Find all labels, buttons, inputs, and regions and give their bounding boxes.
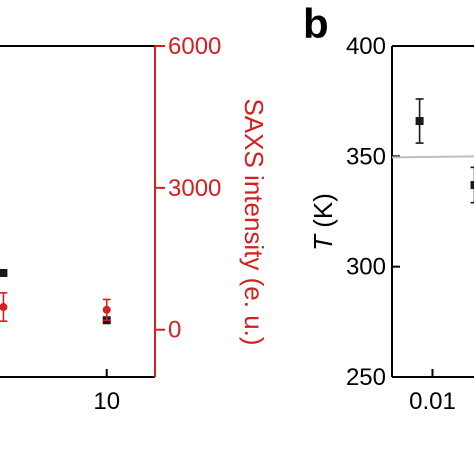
panel-b-fit-line	[391, 155, 474, 159]
panel-a-x-tick-label: 10	[93, 388, 120, 415]
panel-b-x-tick-label: 0.01	[409, 388, 456, 415]
panel-a-points	[0, 268, 111, 325]
panel-a-right-ticks: 0 3000 6000	[155, 33, 221, 344]
panel-a-x-ticks: 10	[93, 369, 120, 415]
panel-b-y-tick-label: 350	[346, 143, 386, 170]
panel-b-series-0-point-1	[470, 166, 474, 204]
panel-a-series-1-point-1-marker	[102, 305, 111, 314]
panel-b-y-tick-label: 250	[346, 364, 386, 391]
panel-a-series-1-point-0	[0, 292, 8, 323]
panel-b-label: b	[303, 0, 329, 47]
panel-a-series-1-point-1	[102, 298, 111, 322]
panel-b-y-axis-label-var: T	[308, 233, 338, 251]
panel-a-series-0-point-0	[0, 268, 8, 277]
panel-b-y-tick-label: 400	[346, 33, 386, 60]
panel-a-series-1-point-0-marker	[0, 303, 8, 312]
panel-b-y-axis-label: T (K)	[308, 193, 338, 251]
panel-b-x-ticks: 0.01	[409, 369, 456, 415]
panel-b-series-0-point-0-marker	[415, 117, 424, 126]
panel-a-right-tick-label: 3000	[168, 175, 221, 202]
panel-a-right-tick-label: 0	[168, 317, 181, 344]
panel-b-y-tick-label: 300	[346, 254, 386, 281]
panel-b-y-ticks: 250 300 350 400	[346, 33, 400, 391]
panel-b-y-axis-label-unit: (K)	[308, 193, 338, 235]
panel-a-right-tick-label: 6000	[168, 33, 221, 60]
panel-b: b 250 300 350 400 0.01 T (K)	[303, 0, 474, 415]
panel-b-series-0-point-0	[415, 98, 424, 144]
panel-b-points	[415, 98, 474, 204]
panel-a: 10 0 3000 6000 SAXS intensity (e. u.)	[0, 33, 269, 415]
panel-a-right-axis-label: SAXS intensity (e. u.)	[239, 98, 269, 345]
panel-a-series-0-point-0-marker	[0, 268, 8, 277]
panel-b-series-0-point-1-marker	[470, 181, 474, 190]
